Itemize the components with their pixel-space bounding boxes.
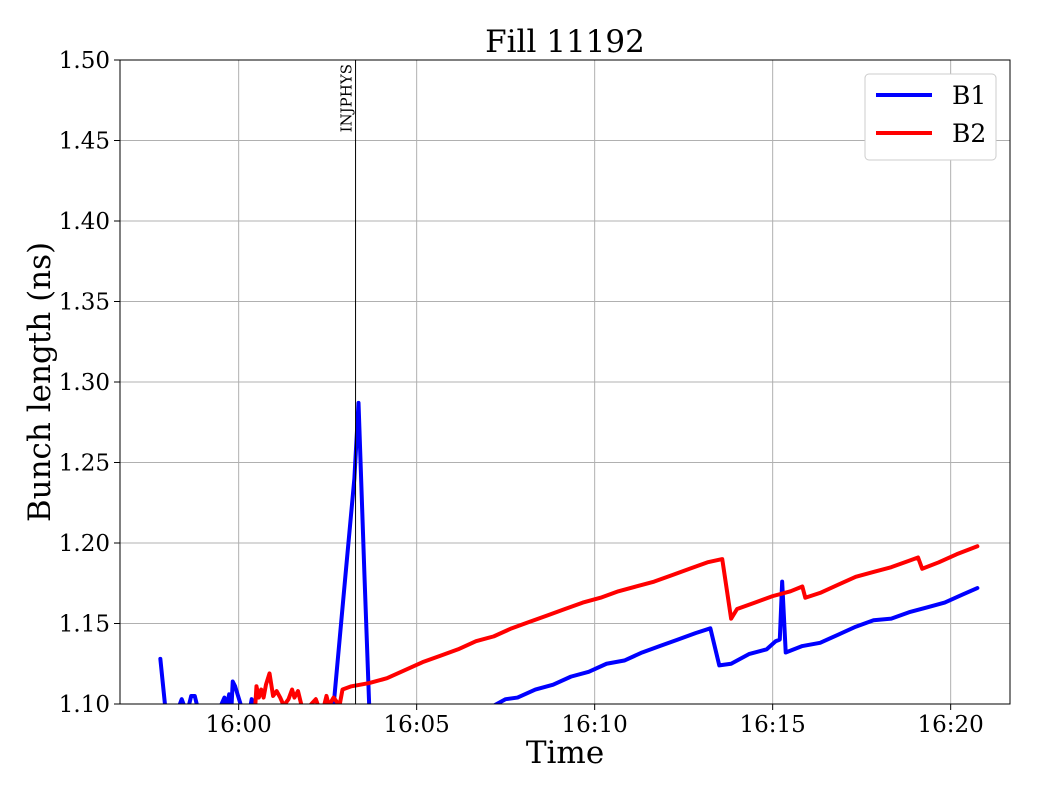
- annotation-label: INJPHYS: [338, 64, 356, 132]
- y-tick-label: 1.35: [59, 290, 110, 316]
- x-tick-label: 16:00: [206, 712, 272, 738]
- y-axis-ticks: 1.10 1.15 1.20 1.25 1.30 1.35 1.40 1.45 1.50: [59, 48, 120, 718]
- x-axis-label: Time: [526, 735, 604, 771]
- x-tick-label: 16:05: [384, 712, 450, 738]
- y-tick-label: 1.30: [59, 370, 110, 396]
- y-tick-label: 1.45: [59, 129, 110, 155]
- x-tick-label: 16:10: [562, 712, 628, 738]
- series-line-b2: [253, 544, 980, 704]
- y-tick-label: 1.15: [59, 612, 110, 638]
- legend-label-b1: B1: [952, 81, 986, 110]
- y-tick-label: 1.40: [59, 209, 110, 235]
- legend-label-b2: B2: [952, 119, 986, 148]
- y-tick-label: 1.20: [59, 531, 110, 557]
- series-line-b1: [158, 400, 980, 704]
- x-tick-label: 16:20: [918, 712, 984, 738]
- plot-lines: [158, 400, 980, 704]
- annotations: INJPHYS: [338, 60, 357, 704]
- y-tick-label: 1.50: [59, 48, 110, 74]
- chart-title: Fill 11192: [485, 24, 645, 60]
- x-tick-label: 16:15: [740, 712, 806, 738]
- y-tick-label: 1.25: [59, 451, 110, 477]
- x-axis-ticks: 16:00 16:05 16:10 16:15 16:20: [206, 704, 984, 738]
- y-tick-label: 1.10: [59, 692, 110, 718]
- legend: B1 B2: [864, 73, 997, 161]
- y-axis-label: Bunch length (ns): [22, 242, 58, 522]
